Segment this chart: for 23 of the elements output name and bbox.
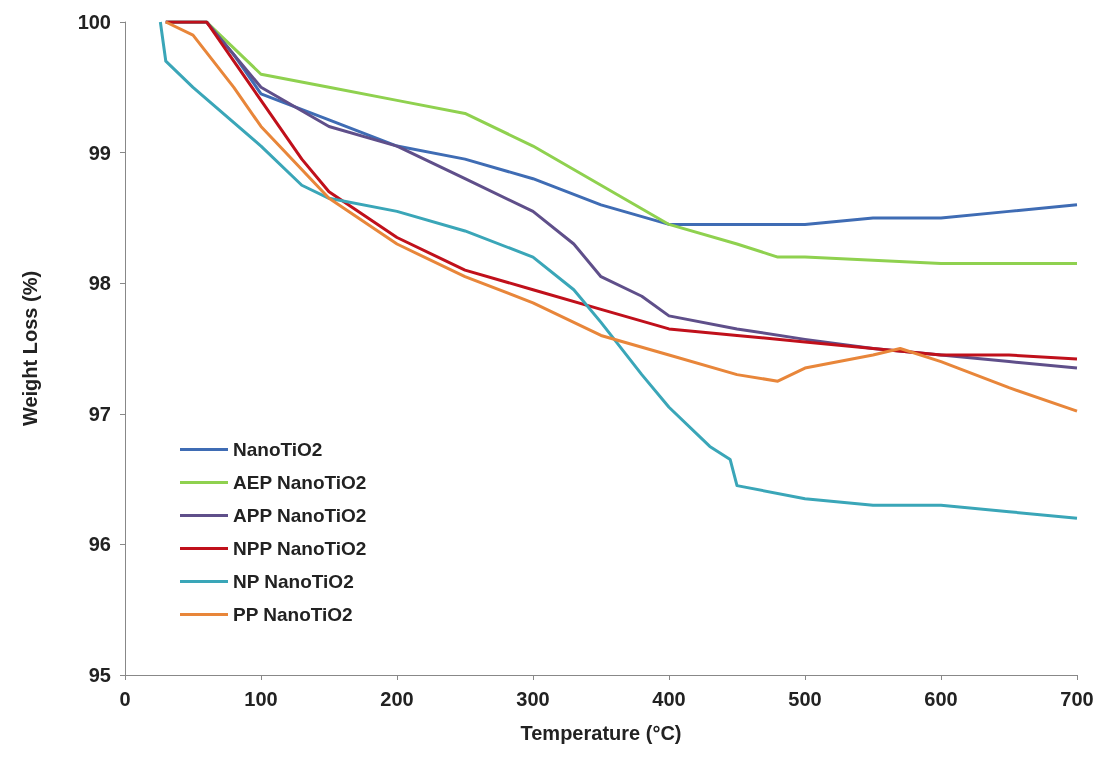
x-tick-label: 400 <box>652 688 686 710</box>
x-tick-label: 600 <box>924 688 958 710</box>
y-tick-label: 100 <box>77 11 111 33</box>
x-tick-label: 0 <box>119 688 131 710</box>
line-series <box>158 20 1079 520</box>
x-axis-title: Temperature (°C) <box>520 722 682 744</box>
x-tick-label: 200 <box>380 688 414 710</box>
legend-label: AEP NanoTiO2 <box>233 472 367 493</box>
legend-label: NPP NanoTiO2 <box>233 538 367 559</box>
x-tick-label: 500 <box>788 688 822 710</box>
y-tick-label: 97 <box>88 402 111 425</box>
y-tick-label: 98 <box>88 272 111 295</box>
x-tick-label: 300 <box>516 688 550 710</box>
legend-label: NanoTiO2 <box>233 439 323 460</box>
legend-label: NP NanoTiO2 <box>233 571 354 592</box>
y-tick-label: 99 <box>88 141 111 164</box>
y-axis-title: Weight Loss (%) <box>19 270 41 427</box>
y-tick-label: 95 <box>88 664 111 686</box>
legend-label: APP NanoTiO2 <box>233 505 367 526</box>
x-tick-label: 700 <box>1060 688 1094 710</box>
legend-label: PP NanoTiO2 <box>233 604 353 625</box>
x-tick-label: 100 <box>244 688 278 710</box>
y-tick-label: 96 <box>88 533 111 556</box>
